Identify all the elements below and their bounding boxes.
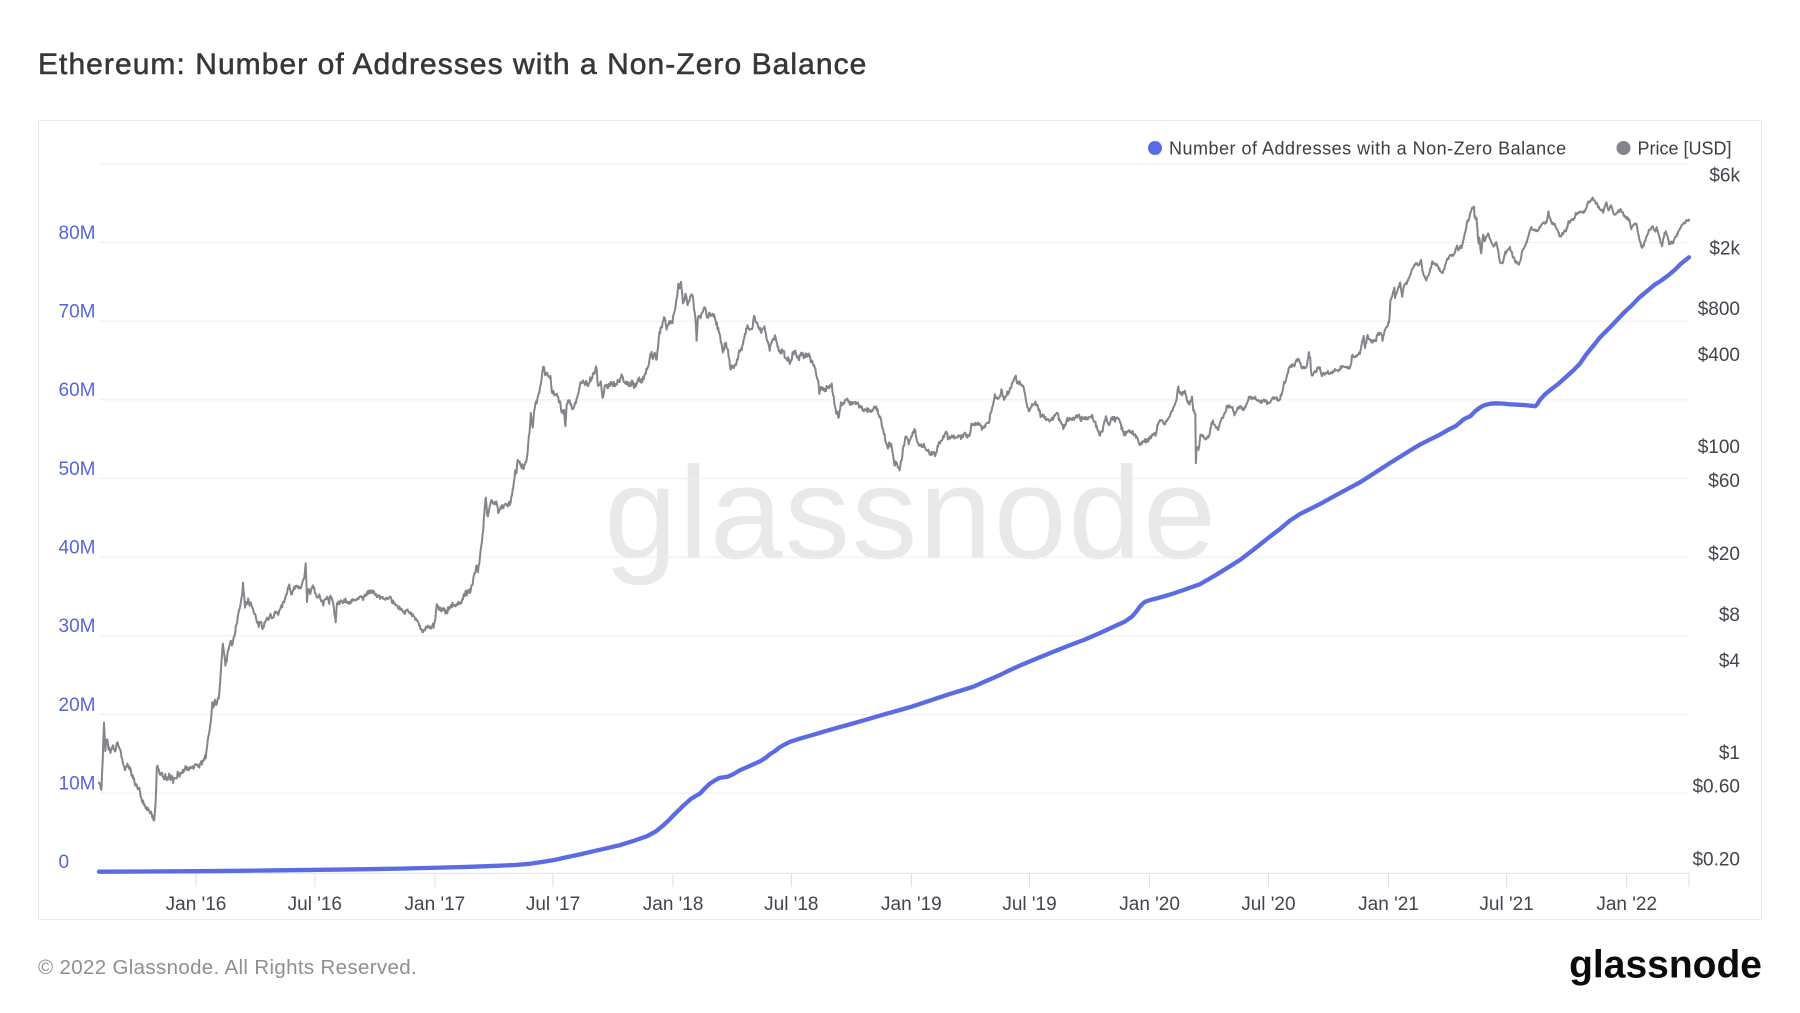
svg-text:Number of Addresses with a Non: Number of Addresses with a Non-Zero Bala… bbox=[1169, 139, 1567, 159]
svg-text:$1: $1 bbox=[1719, 743, 1740, 764]
svg-text:0: 0 bbox=[59, 852, 70, 873]
svg-text:Jan '16: Jan '16 bbox=[166, 894, 227, 915]
svg-text:Jul '17: Jul '17 bbox=[526, 894, 580, 915]
svg-text:40M: 40M bbox=[59, 538, 96, 559]
svg-text:$60: $60 bbox=[1708, 471, 1740, 492]
svg-text:Jul '18: Jul '18 bbox=[764, 894, 818, 915]
svg-text:$800: $800 bbox=[1698, 299, 1740, 320]
svg-text:Jan '20: Jan '20 bbox=[1119, 894, 1180, 915]
svg-text:Jan '17: Jan '17 bbox=[405, 894, 466, 915]
svg-text:glassnode: glassnode bbox=[1569, 944, 1762, 987]
svg-text:© 2022 Glassnode. All Rights R: © 2022 Glassnode. All Rights Reserved. bbox=[38, 956, 417, 979]
svg-text:$20: $20 bbox=[1708, 544, 1740, 565]
svg-text:$8: $8 bbox=[1719, 605, 1740, 626]
svg-text:Price [USD]: Price [USD] bbox=[1638, 139, 1732, 159]
svg-text:20M: 20M bbox=[59, 695, 96, 716]
svg-text:Jan '21: Jan '21 bbox=[1358, 894, 1419, 915]
svg-text:80M: 80M bbox=[59, 223, 96, 244]
svg-text:Jul '20: Jul '20 bbox=[1241, 894, 1295, 915]
svg-text:Jan '19: Jan '19 bbox=[881, 894, 942, 915]
svg-text:Jan '18: Jan '18 bbox=[643, 894, 704, 915]
svg-text:Jan '22: Jan '22 bbox=[1596, 894, 1657, 915]
svg-text:$0.20: $0.20 bbox=[1692, 850, 1740, 871]
svg-text:50M: 50M bbox=[59, 459, 96, 480]
svg-text:$100: $100 bbox=[1698, 437, 1740, 458]
svg-text:Jul '19: Jul '19 bbox=[1002, 894, 1056, 915]
svg-text:30M: 30M bbox=[59, 616, 96, 637]
svg-text:Jul '21: Jul '21 bbox=[1479, 894, 1533, 915]
svg-text:$6k: $6k bbox=[1709, 166, 1740, 187]
svg-text:$2k: $2k bbox=[1709, 238, 1740, 259]
svg-text:glassnode: glassnode bbox=[604, 439, 1217, 586]
svg-text:Ethereum: Number of Addresses: Ethereum: Number of Addresses with a Non… bbox=[38, 48, 867, 81]
svg-text:10M: 10M bbox=[59, 773, 96, 794]
svg-text:$0.60: $0.60 bbox=[1692, 777, 1740, 798]
svg-text:$4: $4 bbox=[1719, 651, 1741, 672]
svg-text:60M: 60M bbox=[59, 380, 96, 401]
svg-text:70M: 70M bbox=[59, 302, 96, 323]
svg-text:$400: $400 bbox=[1698, 345, 1740, 366]
svg-text:Jul '16: Jul '16 bbox=[288, 894, 342, 915]
